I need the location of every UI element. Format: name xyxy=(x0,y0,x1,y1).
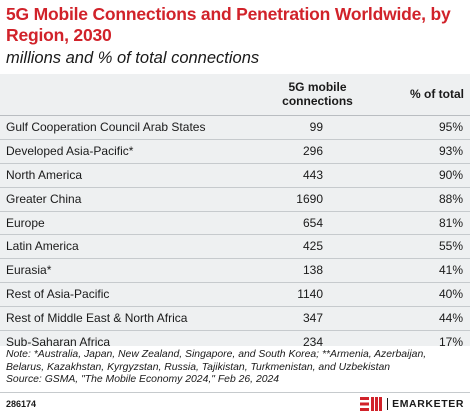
emarketer-logo-icon xyxy=(360,397,383,411)
region-cell: Rest of Asia-Pacific xyxy=(6,287,110,302)
column-header-connections: 5G mobile connections xyxy=(282,80,353,108)
brand: EMARKETER xyxy=(360,396,464,412)
percent-cell: 17% xyxy=(438,335,463,350)
brand-separator xyxy=(387,398,389,410)
connections-cell: 99 xyxy=(309,120,323,134)
region-cell: Gulf Cooperation Council Arab States xyxy=(6,120,206,134)
connections-cell: 347 xyxy=(302,311,323,326)
table-row: Europe 654 81% xyxy=(0,212,470,236)
table-row: Rest of Middle East & North Africa 347 44% xyxy=(0,307,470,332)
chart-subtitle: millions and % of total connections xyxy=(6,49,260,67)
table-row: Developed Asia-Pacific* 296 93% xyxy=(0,140,470,164)
chart-id: 286174 xyxy=(6,399,37,409)
table-header: 5G mobile connections % of total xyxy=(0,74,470,116)
region-cell: Latin America xyxy=(6,239,79,254)
table-body: Gulf Cooperation Council Arab States 99 95… xyxy=(0,116,470,354)
table-row: Gulf Cooperation Council Arab States 99 95… xyxy=(0,116,470,140)
connections-cell: 425 xyxy=(302,239,323,254)
percent-cell: 55% xyxy=(438,239,463,254)
source-text: Source: GSMA, "The Mobile Economy 2024,"… xyxy=(6,374,280,386)
chart-title: 5G Mobile Connections and Penetration Wo… xyxy=(6,4,451,45)
region-cell: Greater China xyxy=(6,191,82,206)
region-cell: North America xyxy=(6,167,83,182)
table-row: Greater China 1690 88% xyxy=(0,188,470,212)
region-cell: Eurasia* xyxy=(6,263,52,278)
connections-cell: 654 xyxy=(302,215,323,230)
connections-cell: 234 xyxy=(302,335,323,350)
percent-cell: 41% xyxy=(438,263,463,278)
connections-cell: 1140 xyxy=(297,287,323,302)
data-table: 5G mobile connections % of total Gulf Co… xyxy=(0,74,470,349)
region-cell: Rest of Middle East & North Africa xyxy=(6,311,188,326)
percent-cell: 95% xyxy=(438,120,463,134)
percent-cell: 93% xyxy=(438,143,463,158)
brand-name: EMARKETER xyxy=(392,398,464,410)
connections-cell: 296 xyxy=(302,143,323,158)
region-cell: Europe xyxy=(6,215,45,230)
column-header-percent: % of total xyxy=(410,87,464,101)
connections-cell: 1690 xyxy=(296,191,323,206)
percent-cell: 40% xyxy=(438,287,463,302)
percent-cell: 44% xyxy=(438,311,463,326)
percent-cell: 81% xyxy=(438,215,463,230)
chart-notes: Note: *Australia, Japan, New Zealand, Si… xyxy=(6,349,466,387)
connections-cell: 138 xyxy=(302,263,323,278)
table-row: Latin America 425 55% xyxy=(0,235,470,260)
table-row: North America 443 90% xyxy=(0,164,470,188)
table-row: Sub-Saharan Africa 234 17% xyxy=(0,331,470,354)
percent-cell: 90% xyxy=(438,167,463,182)
table-row: Eurasia* 138 41% xyxy=(0,259,470,284)
region-cell: Sub-Saharan Africa xyxy=(6,335,111,350)
footer-divider xyxy=(0,392,470,393)
region-cell: Developed Asia-Pacific* xyxy=(6,143,134,158)
table-row: Rest of Asia-Pacific 1140 40% xyxy=(0,283,470,308)
connections-cell: 443 xyxy=(302,167,323,182)
note-text: Note: *Australia, Japan, New Zealand, Si… xyxy=(6,349,427,373)
percent-cell: 88% xyxy=(438,191,463,206)
